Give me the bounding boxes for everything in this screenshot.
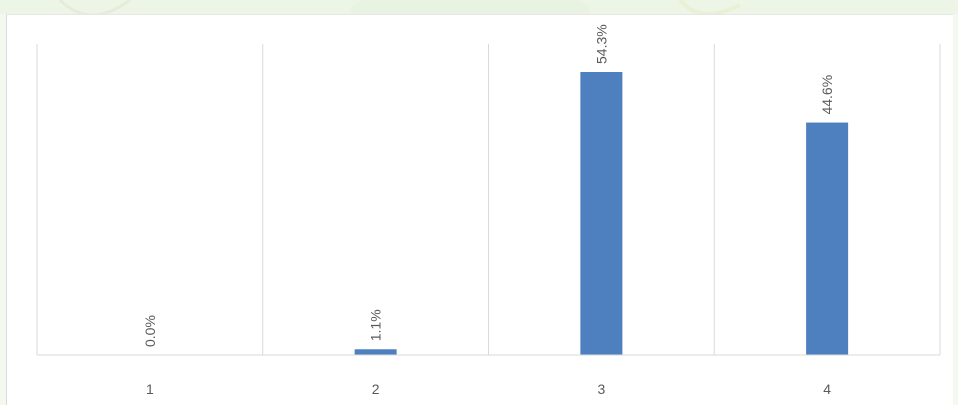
x-tick-label-3: 3 <box>597 381 605 397</box>
category-separators <box>36 44 941 355</box>
data-label-2: 1.1% <box>368 309 384 341</box>
bar-4 <box>806 122 849 356</box>
bar-series <box>354 72 849 356</box>
x-tick-label-1: 1 <box>146 381 154 397</box>
data-label-4: 44.6% <box>819 75 835 115</box>
data-label-1: 0.0% <box>142 315 158 347</box>
data-label-3: 54.3% <box>593 24 609 64</box>
bar-2 <box>354 349 397 355</box>
chart-frame <box>6 14 953 405</box>
x-tick-labels: 1 2 3 4 <box>146 381 831 397</box>
x-tick-label-4: 4 <box>823 381 831 397</box>
bar-3 <box>580 72 623 355</box>
x-tick-label-2: 2 <box>372 381 380 397</box>
data-labels: 0.0% 1.1% 54.3% 44.6% <box>142 24 835 347</box>
